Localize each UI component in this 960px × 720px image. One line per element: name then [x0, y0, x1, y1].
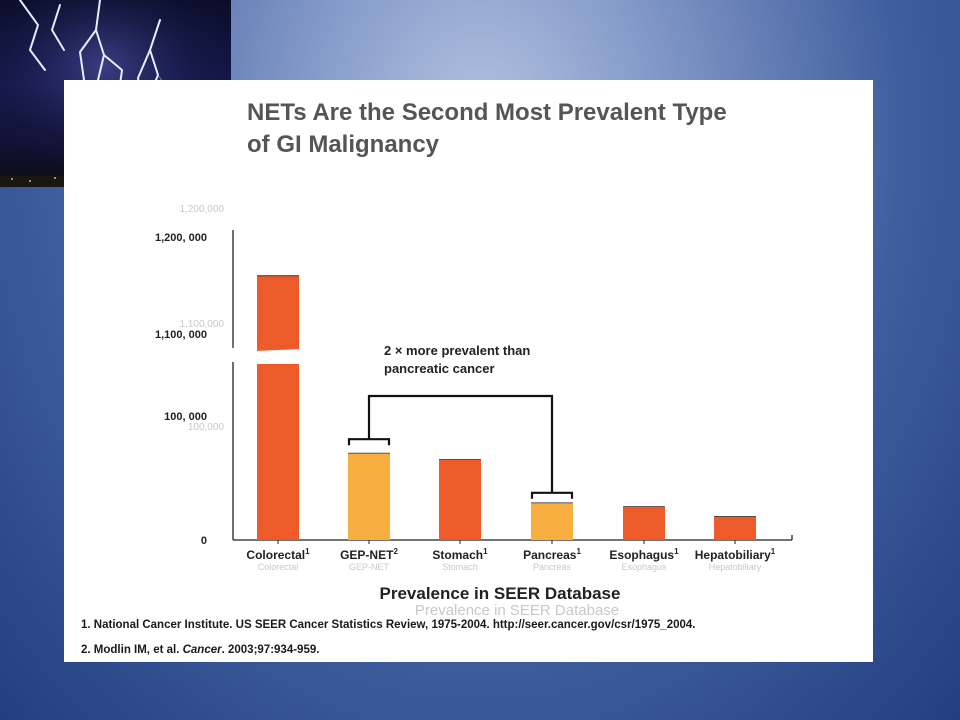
annotation-text: pancreatic cancer	[384, 361, 495, 376]
y-tick-label: 1,100, 000	[155, 329, 207, 341]
footnote-2: 2. Modlin IM, et al. Cancer. 2003;97:934…	[81, 644, 320, 656]
bar	[257, 275, 299, 351]
axis-break-mark	[254, 349, 302, 353]
y-tick-label: 100, 000	[164, 411, 207, 423]
x-tick-label: Colorectal1	[246, 547, 310, 562]
x-tick-label: Pancreas1	[523, 547, 581, 562]
ghost-x-axis-label: Prevalence in SEER Database	[415, 602, 619, 619]
bar	[623, 506, 665, 540]
bar	[348, 453, 390, 540]
bar	[439, 459, 481, 540]
x-tick-label: GEP-NET2	[340, 547, 398, 562]
ghost-category-label: GEP-NET	[349, 562, 390, 572]
y-tick-label: 0	[201, 535, 207, 547]
bar-chart: 1,200,000 1,100,000 100,000 Prevalence in S…	[155, 204, 793, 619]
chart-panel: NETs Are the Second Most Prevalent Type …	[64, 80, 873, 662]
x-axis-label: Prevalence in SEER Database	[380, 584, 621, 603]
ghost-category-label: Colorectal	[258, 562, 299, 572]
ghost-category-label: Pancreas	[533, 562, 572, 572]
ghost-category-label: Stomach	[442, 562, 478, 572]
y-tick-label: 1,200, 000	[155, 232, 207, 244]
x-tick-label: Esophagus1	[609, 547, 679, 562]
ghost-tick-label: 100,000	[188, 422, 225, 433]
x-tick-label: Hepatobiliary1	[695, 547, 776, 562]
footnote-1: 1. National Cancer Institute. US SEER Ca…	[81, 619, 696, 631]
annotation-bracket	[347, 438, 391, 446]
annotation-text: 2 × more prevalent than	[384, 343, 530, 358]
slide-title: NETs Are the Second Most Prevalent Type …	[247, 99, 727, 158]
ghost-category-label: Esophagus	[621, 562, 667, 572]
x-tick-label: Stomach1	[432, 547, 488, 562]
bar	[714, 516, 756, 540]
annotation-bracket	[530, 491, 574, 499]
ghost-tick-label: 1,100,000	[180, 319, 225, 330]
ghost-tick-label: 1,200,000	[180, 204, 225, 215]
ghost-category-label: Hepatobiliary	[709, 562, 762, 572]
bar	[531, 502, 573, 540]
annotation-connector	[367, 394, 554, 493]
bar	[257, 364, 299, 540]
